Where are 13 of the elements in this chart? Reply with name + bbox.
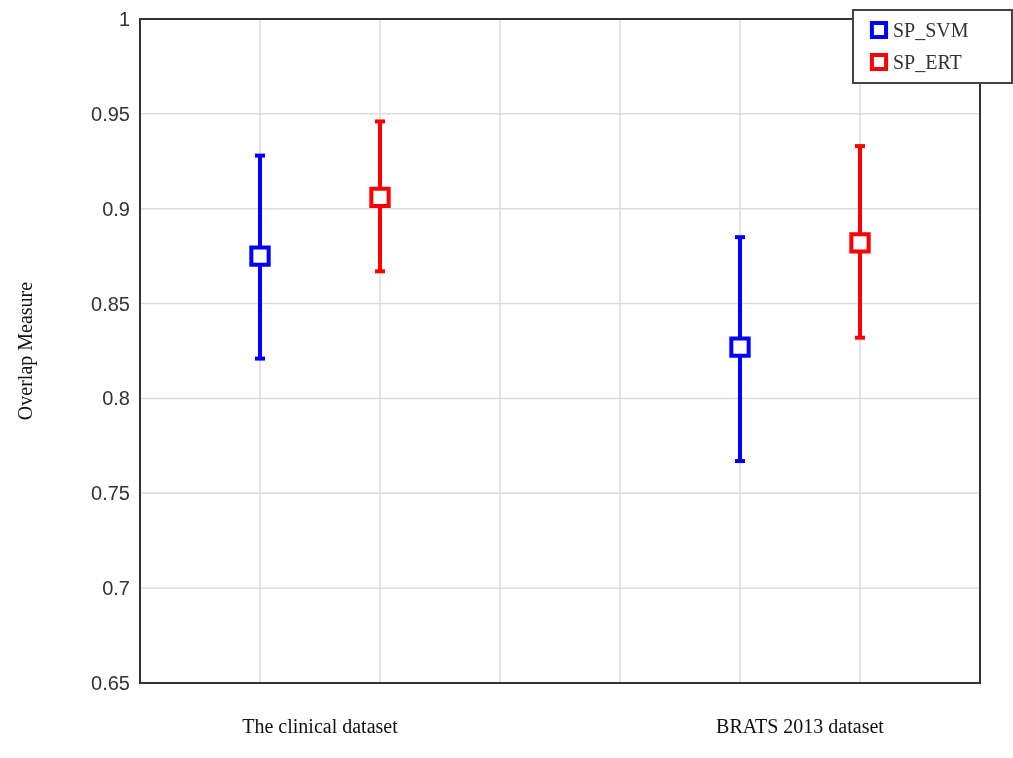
y-tick-label: 1 (118, 8, 130, 30)
y-tick-label: 0.65 (91, 672, 130, 694)
x-tick-label: BRATS 2013 dataset (716, 715, 885, 737)
y-tick-label: 0.9 (102, 197, 130, 220)
y-tick-label: 0.85 (91, 292, 130, 315)
legend-label: SP_ERT (893, 51, 962, 73)
y-axis-title: Overlap Measure (14, 281, 37, 421)
y-tick-label: 0.95 (91, 102, 130, 125)
y-tick-label: 0.8 (102, 387, 130, 410)
x-tick-label: The clinical dataset (242, 715, 399, 737)
y-tick-label: 0.7 (102, 577, 130, 600)
legend-label: SP_SVM (893, 19, 969, 41)
y-tick-label: 0.75 (91, 482, 130, 505)
